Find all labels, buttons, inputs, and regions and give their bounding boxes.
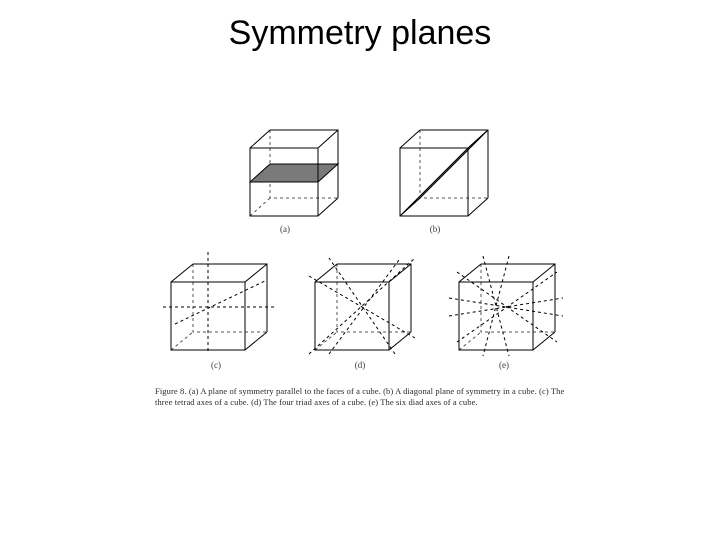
panel-c-label: (c) (211, 360, 221, 370)
figure-row-top: (a) (b) (155, 120, 565, 234)
panel-c: (c) (155, 252, 277, 370)
caption-body: (a) A plane of symmetry parallel to the … (155, 386, 564, 407)
panel-e-label: (e) (499, 360, 509, 370)
figure-row-bottom: (c) (155, 252, 565, 370)
cube-triad-axes-icon (299, 252, 421, 356)
figure-area: (a) (b) (155, 120, 565, 409)
panel-b-label: (b) (430, 224, 441, 234)
cube-diad-axes-icon (443, 252, 565, 356)
cube-diagonal-plane-icon (380, 120, 490, 220)
panel-d: (d) (299, 252, 421, 370)
caption-prefix: Figure 8. (155, 386, 189, 396)
figure-caption: Figure 8. (a) A plane of symmetry parall… (155, 386, 565, 409)
panel-b: (b) (380, 120, 490, 234)
panel-d-label: (d) (355, 360, 366, 370)
cube-tetrad-axes-icon (155, 252, 277, 356)
panel-e: (e) (443, 252, 565, 370)
slide: Symmetry planes (0, 0, 720, 540)
cube-horizontal-plane-icon (230, 120, 340, 220)
panel-a-label: (a) (280, 224, 290, 234)
slide-title: Symmetry planes (0, 14, 720, 53)
panel-a: (a) (230, 120, 340, 234)
